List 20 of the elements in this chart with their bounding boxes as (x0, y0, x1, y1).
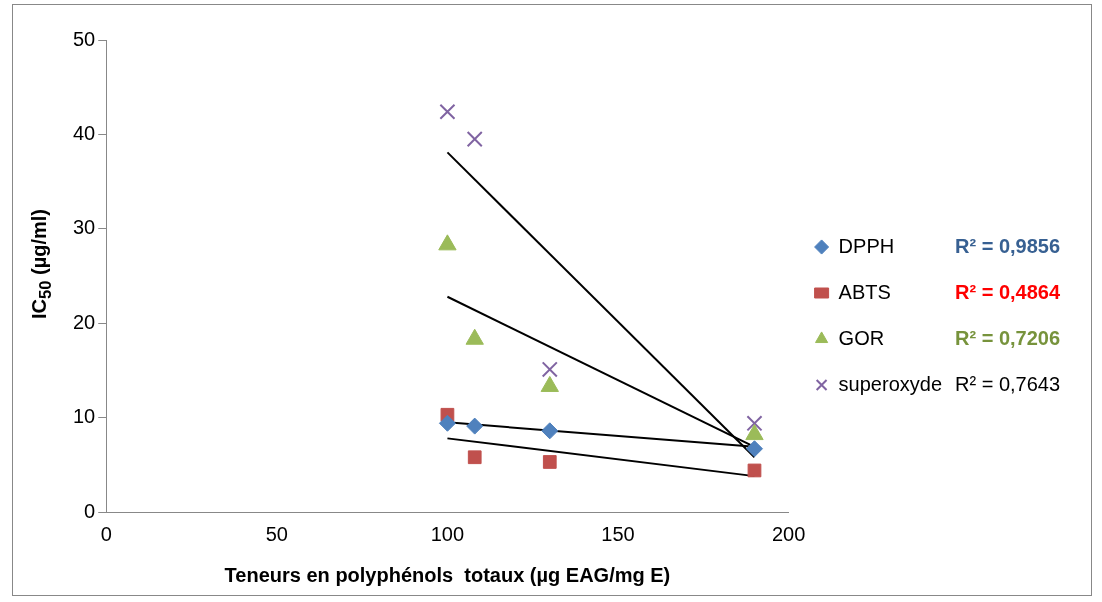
legend-label: superoxyde (838, 372, 943, 395)
y-tick-label: 0 (84, 499, 96, 522)
text: R² = 0,9856 (955, 234, 1061, 257)
y-tick-label: 40 (73, 121, 96, 144)
x-tick-label: 150 (601, 522, 635, 545)
x-tick-label: 0 (100, 522, 112, 545)
x-tick-label: 100 (430, 522, 465, 545)
text: R² = 0,4864 (955, 280, 1061, 303)
x-axis-title: Teneurs en polyphénols totaux (µg EAG/mg E) (224, 563, 671, 586)
x-tick-label: 200 (771, 522, 806, 545)
text: R² = 0,7206 (955, 326, 1061, 349)
legend-label: DPPH (838, 234, 895, 257)
legend-label: GOR (838, 326, 885, 349)
y-tick-label: 50 (73, 27, 96, 50)
y-tick-label: 30 (73, 216, 96, 239)
y-tick-label: 20 (73, 310, 96, 333)
x-tick-label: 50 (265, 522, 288, 545)
y-tick-label: 10 (73, 405, 96, 428)
legend-label: ABTS (838, 280, 891, 303)
text: R² = 0,7643 (955, 372, 1061, 395)
